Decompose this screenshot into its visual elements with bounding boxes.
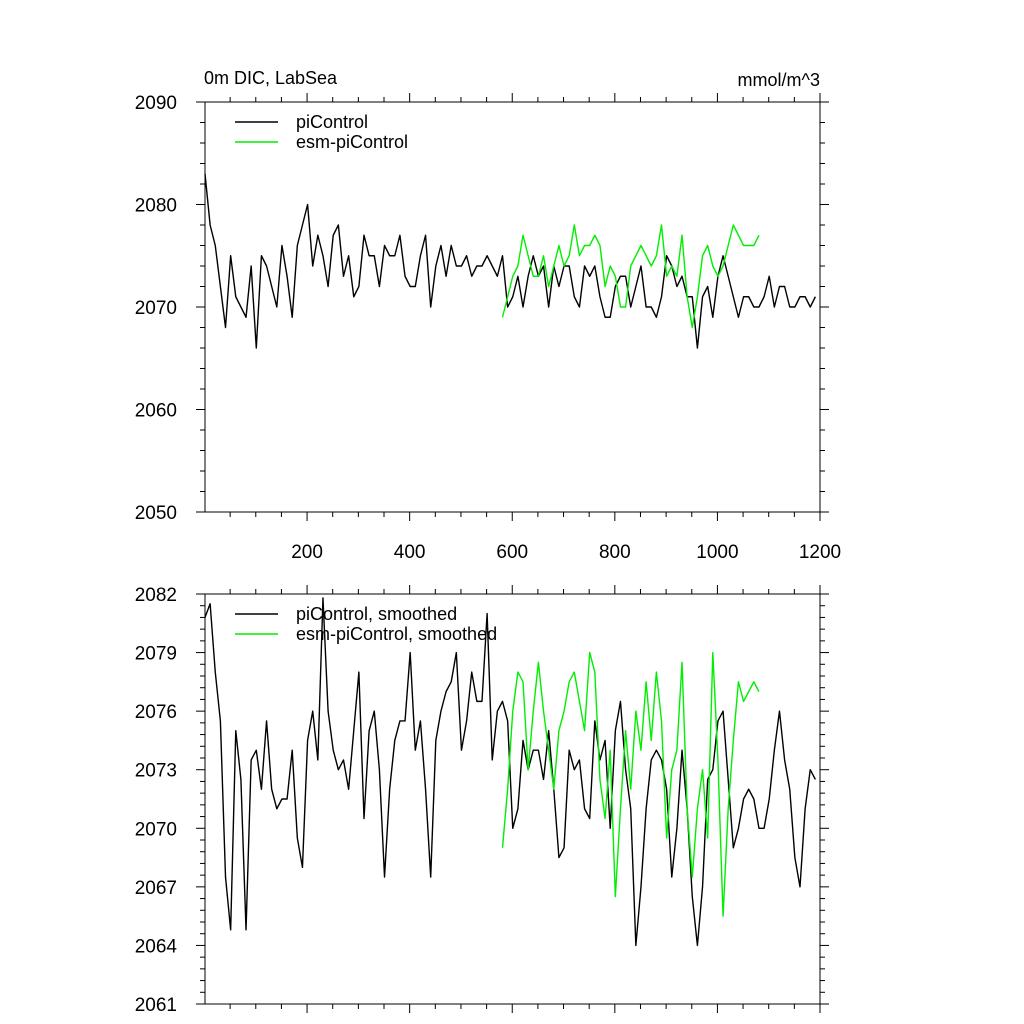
top-y-tick-label: 2060 <box>135 401 177 422</box>
bottom-plot-frame <box>204 593 821 1005</box>
bottom-y-tick-label: 2070 <box>135 819 177 840</box>
bottom-y-tick-label: 2073 <box>135 761 177 782</box>
bottom-axes: 2061 2064 2067 2070 2073 2076 2079 2082 <box>135 585 829 1016</box>
bottom-series-line-esm-picontrol <box>501 651 760 917</box>
bottom-y-tick-label: 2067 <box>135 878 177 899</box>
top-axes: 2050 2060 2070 2080 2090 200 400 600 800 1000 1200 <box>135 93 841 563</box>
top-plot-frame <box>204 101 821 513</box>
bottom-legend-label: piControl, smoothed <box>296 604 457 624</box>
top-legend-label: piControl <box>296 112 368 132</box>
top-series-line-picontrol <box>204 173 817 349</box>
top-series-group <box>204 173 817 349</box>
bottom-panel: 2061 2064 2067 2070 2073 2076 2079 2082 piContr… <box>135 585 829 1016</box>
bottom-y-tick-label: 2082 <box>135 585 177 606</box>
top-panel-title: 0m DIC, LabSea <box>204 68 338 88</box>
bottom-y-tick-label: 2076 <box>135 702 177 723</box>
bottom-series-group <box>204 597 816 947</box>
bottom-y-tick-label: 2061 <box>135 995 177 1016</box>
top-y-tick-label: 2080 <box>135 196 177 217</box>
top-series-line-esm-picontrol <box>501 224 760 329</box>
top-x-tick-label: 800 <box>599 542 631 563</box>
top-x-tick-label: 1000 <box>696 542 738 563</box>
bottom-y-tick-label: 2064 <box>135 936 178 957</box>
top-y-tick-label: 2070 <box>135 298 177 319</box>
top-legend-label: esm-piControl <box>296 132 408 152</box>
top-panel: 0m DIC, LabSea mmol/m^3 2050 2060 2070 2080… <box>135 68 841 563</box>
top-x-tick-label: 1200 <box>799 542 841 563</box>
top-y-tick-label: 2050 <box>135 503 177 524</box>
bottom-legend-label: esm-piControl, smoothed <box>296 624 497 644</box>
top-x-tick-label: 200 <box>291 542 323 563</box>
top-panel-unit: mmol/m^3 <box>738 70 820 90</box>
top-y-tick-label: 2090 <box>135 93 177 114</box>
bottom-y-tick-label: 2079 <box>135 644 177 665</box>
top-x-tick-label: 400 <box>394 542 426 563</box>
top-x-tick-label: 600 <box>496 542 528 563</box>
bottom-series-line-picontrol <box>204 597 816 947</box>
